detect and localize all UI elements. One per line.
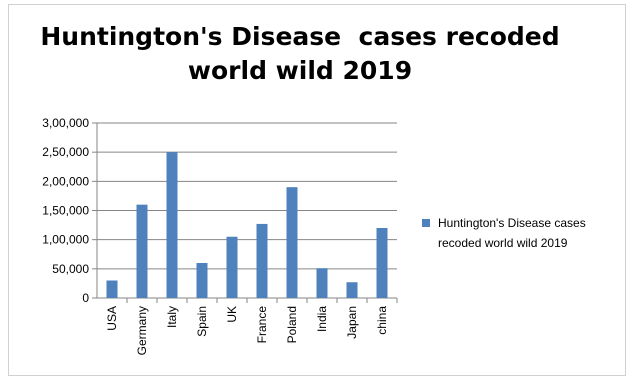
bar <box>226 236 238 298</box>
x-category-label: France <box>255 306 269 344</box>
legend-label: Huntington's Disease cases recoded world… <box>438 216 586 250</box>
bar <box>256 223 268 298</box>
chart-title-line-2: world wild 2019 <box>187 56 413 85</box>
chart-area <box>8 4 626 376</box>
y-tick-label: 0 <box>82 291 89 305</box>
y-tick-label: 1,00,000 <box>42 233 89 247</box>
y-tick-label: 50,000 <box>52 262 89 276</box>
y-tick-label: 2,00,000 <box>42 174 89 188</box>
bar <box>346 282 358 298</box>
bar <box>166 152 178 298</box>
y-tick-label: 3,00,000 <box>42 116 89 130</box>
x-category-label: Spain <box>195 306 209 337</box>
chart-title: Huntington's Disease cases recoded world… <box>40 20 560 88</box>
x-category-label: USA <box>105 306 119 331</box>
chart-title-line-1: Huntington's Disease cases recoded <box>40 22 560 51</box>
x-category-label: Poland <box>285 306 299 343</box>
bar <box>136 204 148 298</box>
bar <box>286 187 298 298</box>
x-category-label: UK <box>225 306 239 323</box>
x-category-label: India <box>315 306 329 332</box>
bar <box>316 268 328 298</box>
x-category-label: Germany <box>135 306 149 355</box>
bar <box>196 263 208 298</box>
x-category-label: china <box>375 306 389 335</box>
x-category-label: Japan <box>345 306 359 339</box>
bar <box>106 280 118 298</box>
x-category-label: Italy <box>165 306 179 328</box>
bar <box>376 228 388 298</box>
legend-swatch <box>422 219 430 227</box>
y-tick-label: 2,50,000 <box>42 145 89 159</box>
y-tick-label: 1,50,000 <box>42 204 89 218</box>
